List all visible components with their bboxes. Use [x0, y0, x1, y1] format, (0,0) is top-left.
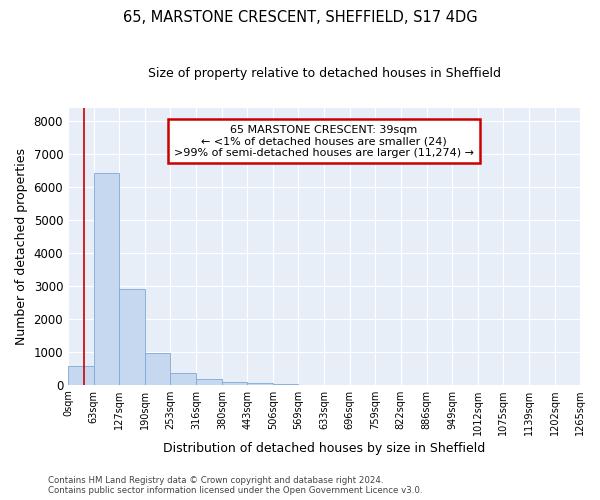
Bar [247, 383, 273, 384]
X-axis label: Distribution of detached houses by size in Sheffield: Distribution of detached houses by size … [163, 442, 485, 455]
Bar [119, 288, 145, 384]
Bar [170, 372, 196, 384]
Text: 65 MARSTONE CRESCENT: 39sqm
← <1% of detached houses are smaller (24)
>99% of se: 65 MARSTONE CRESCENT: 39sqm ← <1% of det… [174, 124, 474, 158]
Bar [145, 352, 170, 384]
Bar [222, 382, 247, 384]
Title: Size of property relative to detached houses in Sheffield: Size of property relative to detached ho… [148, 68, 500, 80]
Bar [196, 380, 222, 384]
Text: Contains HM Land Registry data © Crown copyright and database right 2024.
Contai: Contains HM Land Registry data © Crown c… [48, 476, 422, 495]
Y-axis label: Number of detached properties: Number of detached properties [15, 148, 28, 345]
Text: 65, MARSTONE CRESCENT, SHEFFIELD, S17 4DG: 65, MARSTONE CRESCENT, SHEFFIELD, S17 4D… [122, 10, 478, 25]
Bar [94, 174, 119, 384]
Bar [68, 366, 94, 384]
